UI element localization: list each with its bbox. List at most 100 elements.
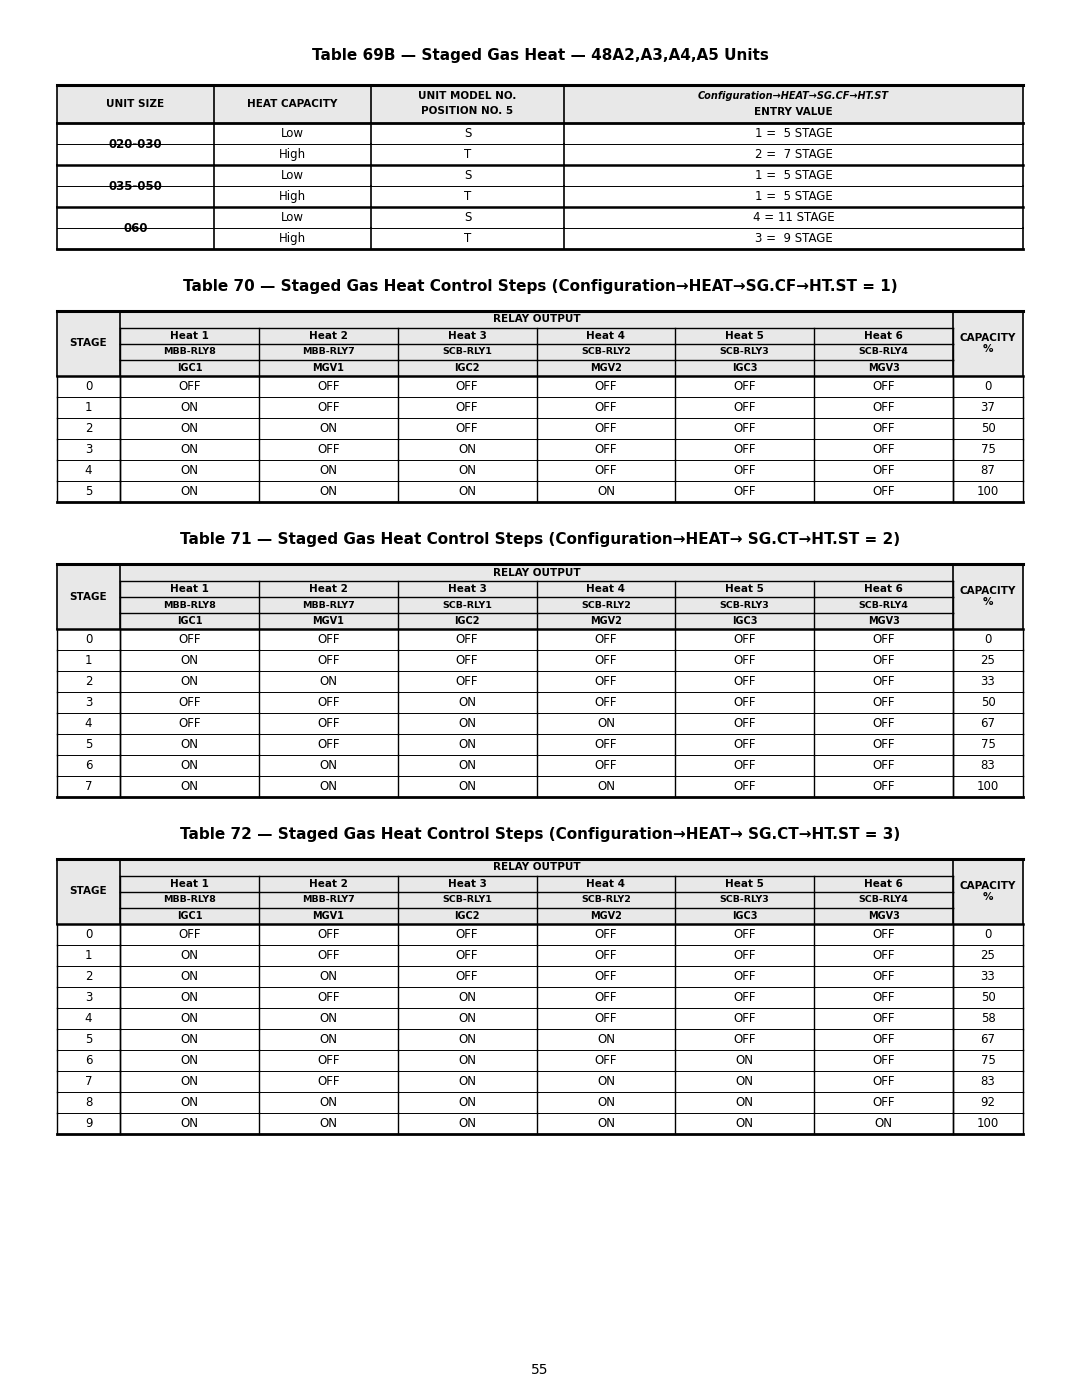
Text: 100: 100 [977, 485, 999, 497]
Text: OFF: OFF [595, 422, 617, 434]
Text: UNIT MODEL NO.: UNIT MODEL NO. [418, 91, 516, 102]
Bar [397, 876, 537, 893]
Text: OFF: OFF [873, 654, 895, 666]
Bar [120, 908, 259, 923]
Text: ON: ON [180, 1053, 199, 1067]
Text: ON: ON [320, 675, 337, 687]
Text: OFF: OFF [733, 422, 756, 434]
Text: 0: 0 [984, 380, 991, 393]
Text: IGC2: IGC2 [455, 616, 480, 626]
Text: OFF: OFF [318, 738, 339, 752]
Text: OFF: OFF [733, 1011, 756, 1025]
Text: OFF: OFF [318, 949, 339, 963]
Text: OFF: OFF [595, 443, 617, 455]
Text: 25: 25 [981, 654, 996, 666]
Text: OFF: OFF [873, 633, 895, 645]
Text: OFF: OFF [873, 717, 895, 731]
Text: OFF: OFF [595, 464, 617, 476]
Bar [397, 581, 537, 597]
Bar [675, 581, 814, 597]
Bar [537, 344, 675, 360]
Text: Low: Low [281, 169, 303, 182]
Bar [537, 908, 675, 923]
Bar [397, 328, 537, 344]
Text: OFF: OFF [178, 633, 201, 645]
Bar [120, 312, 953, 328]
Text: OFF: OFF [595, 633, 617, 645]
Text: OFF: OFF [318, 1076, 339, 1088]
Text: MGV1: MGV1 [312, 363, 345, 373]
Text: OFF: OFF [873, 443, 895, 455]
Text: ON: ON [320, 759, 337, 773]
Bar [120, 893, 259, 908]
Text: OFF: OFF [595, 738, 617, 752]
Text: OFF: OFF [733, 738, 756, 752]
Bar [57, 312, 120, 376]
Bar [57, 85, 214, 123]
Text: RELAY OUTPUT: RELAY OUTPUT [492, 567, 580, 577]
Text: IGC3: IGC3 [732, 363, 757, 373]
Bar [397, 613, 537, 629]
Text: ON: ON [458, 443, 476, 455]
Text: OFF: OFF [318, 401, 339, 414]
Text: 50: 50 [981, 990, 996, 1004]
Text: MBB-RLY7: MBB-RLY7 [302, 348, 354, 356]
Text: IGC1: IGC1 [177, 363, 202, 373]
Text: Low: Low [281, 127, 303, 140]
Text: 4: 4 [84, 464, 92, 476]
Bar [814, 876, 953, 893]
Text: RELAY OUTPUT: RELAY OUTPUT [492, 862, 580, 873]
Text: Configuration→HEAT→SG.CF→HT.ST: Configuration→HEAT→SG.CF→HT.ST [698, 91, 889, 101]
Bar [814, 893, 953, 908]
Text: ON: ON [875, 1118, 892, 1130]
Text: 5: 5 [85, 738, 92, 752]
Text: Heat 4: Heat 4 [586, 331, 625, 341]
Text: SCB-RLY1: SCB-RLY1 [442, 895, 492, 904]
Text: SCB-RLY4: SCB-RLY4 [859, 601, 908, 609]
Text: OFF: OFF [595, 759, 617, 773]
Text: 33: 33 [981, 675, 996, 687]
Bar [814, 581, 953, 597]
Text: Heat 2: Heat 2 [309, 584, 348, 594]
Text: OFF: OFF [456, 633, 478, 645]
Text: ON: ON [597, 717, 615, 731]
Text: HEAT CAPACITY: HEAT CAPACITY [247, 99, 338, 109]
Text: 100: 100 [977, 1118, 999, 1130]
Text: 9: 9 [84, 1118, 92, 1130]
Bar [537, 876, 675, 893]
Text: SCB-RLY1: SCB-RLY1 [442, 348, 492, 356]
Text: 3 =  9 STAGE: 3 = 9 STAGE [755, 232, 833, 244]
Text: OFF: OFF [456, 949, 478, 963]
Text: SCB-RLY3: SCB-RLY3 [720, 601, 770, 609]
Text: OFF: OFF [318, 717, 339, 731]
Bar [814, 908, 953, 923]
Text: OFF: OFF [873, 738, 895, 752]
Text: ON: ON [735, 1076, 754, 1088]
Bar [57, 859, 120, 923]
Text: 4: 4 [84, 1011, 92, 1025]
Bar [259, 581, 397, 597]
Text: OFF: OFF [178, 717, 201, 731]
Text: ON: ON [458, 485, 476, 497]
Text: OFF: OFF [733, 696, 756, 710]
Text: ON: ON [180, 401, 199, 414]
Text: POSITION NO. 5: POSITION NO. 5 [421, 106, 514, 116]
Text: SCB-RLY4: SCB-RLY4 [859, 348, 908, 356]
Text: 58: 58 [981, 1011, 996, 1025]
Text: 1: 1 [84, 401, 92, 414]
Text: OFF: OFF [595, 949, 617, 963]
Bar [397, 597, 537, 613]
Text: ON: ON [180, 780, 199, 793]
Text: OFF: OFF [873, 928, 895, 942]
Text: 37: 37 [981, 401, 996, 414]
Text: OFF: OFF [873, 675, 895, 687]
Bar [120, 344, 259, 360]
Text: OFF: OFF [733, 380, 756, 393]
Text: ON: ON [180, 1032, 199, 1046]
Text: ON: ON [735, 1053, 754, 1067]
Text: OFF: OFF [456, 654, 478, 666]
Bar [537, 893, 675, 908]
Text: SCB-RLY2: SCB-RLY2 [581, 348, 631, 356]
Text: OFF: OFF [595, 928, 617, 942]
Text: OFF: OFF [595, 970, 617, 983]
